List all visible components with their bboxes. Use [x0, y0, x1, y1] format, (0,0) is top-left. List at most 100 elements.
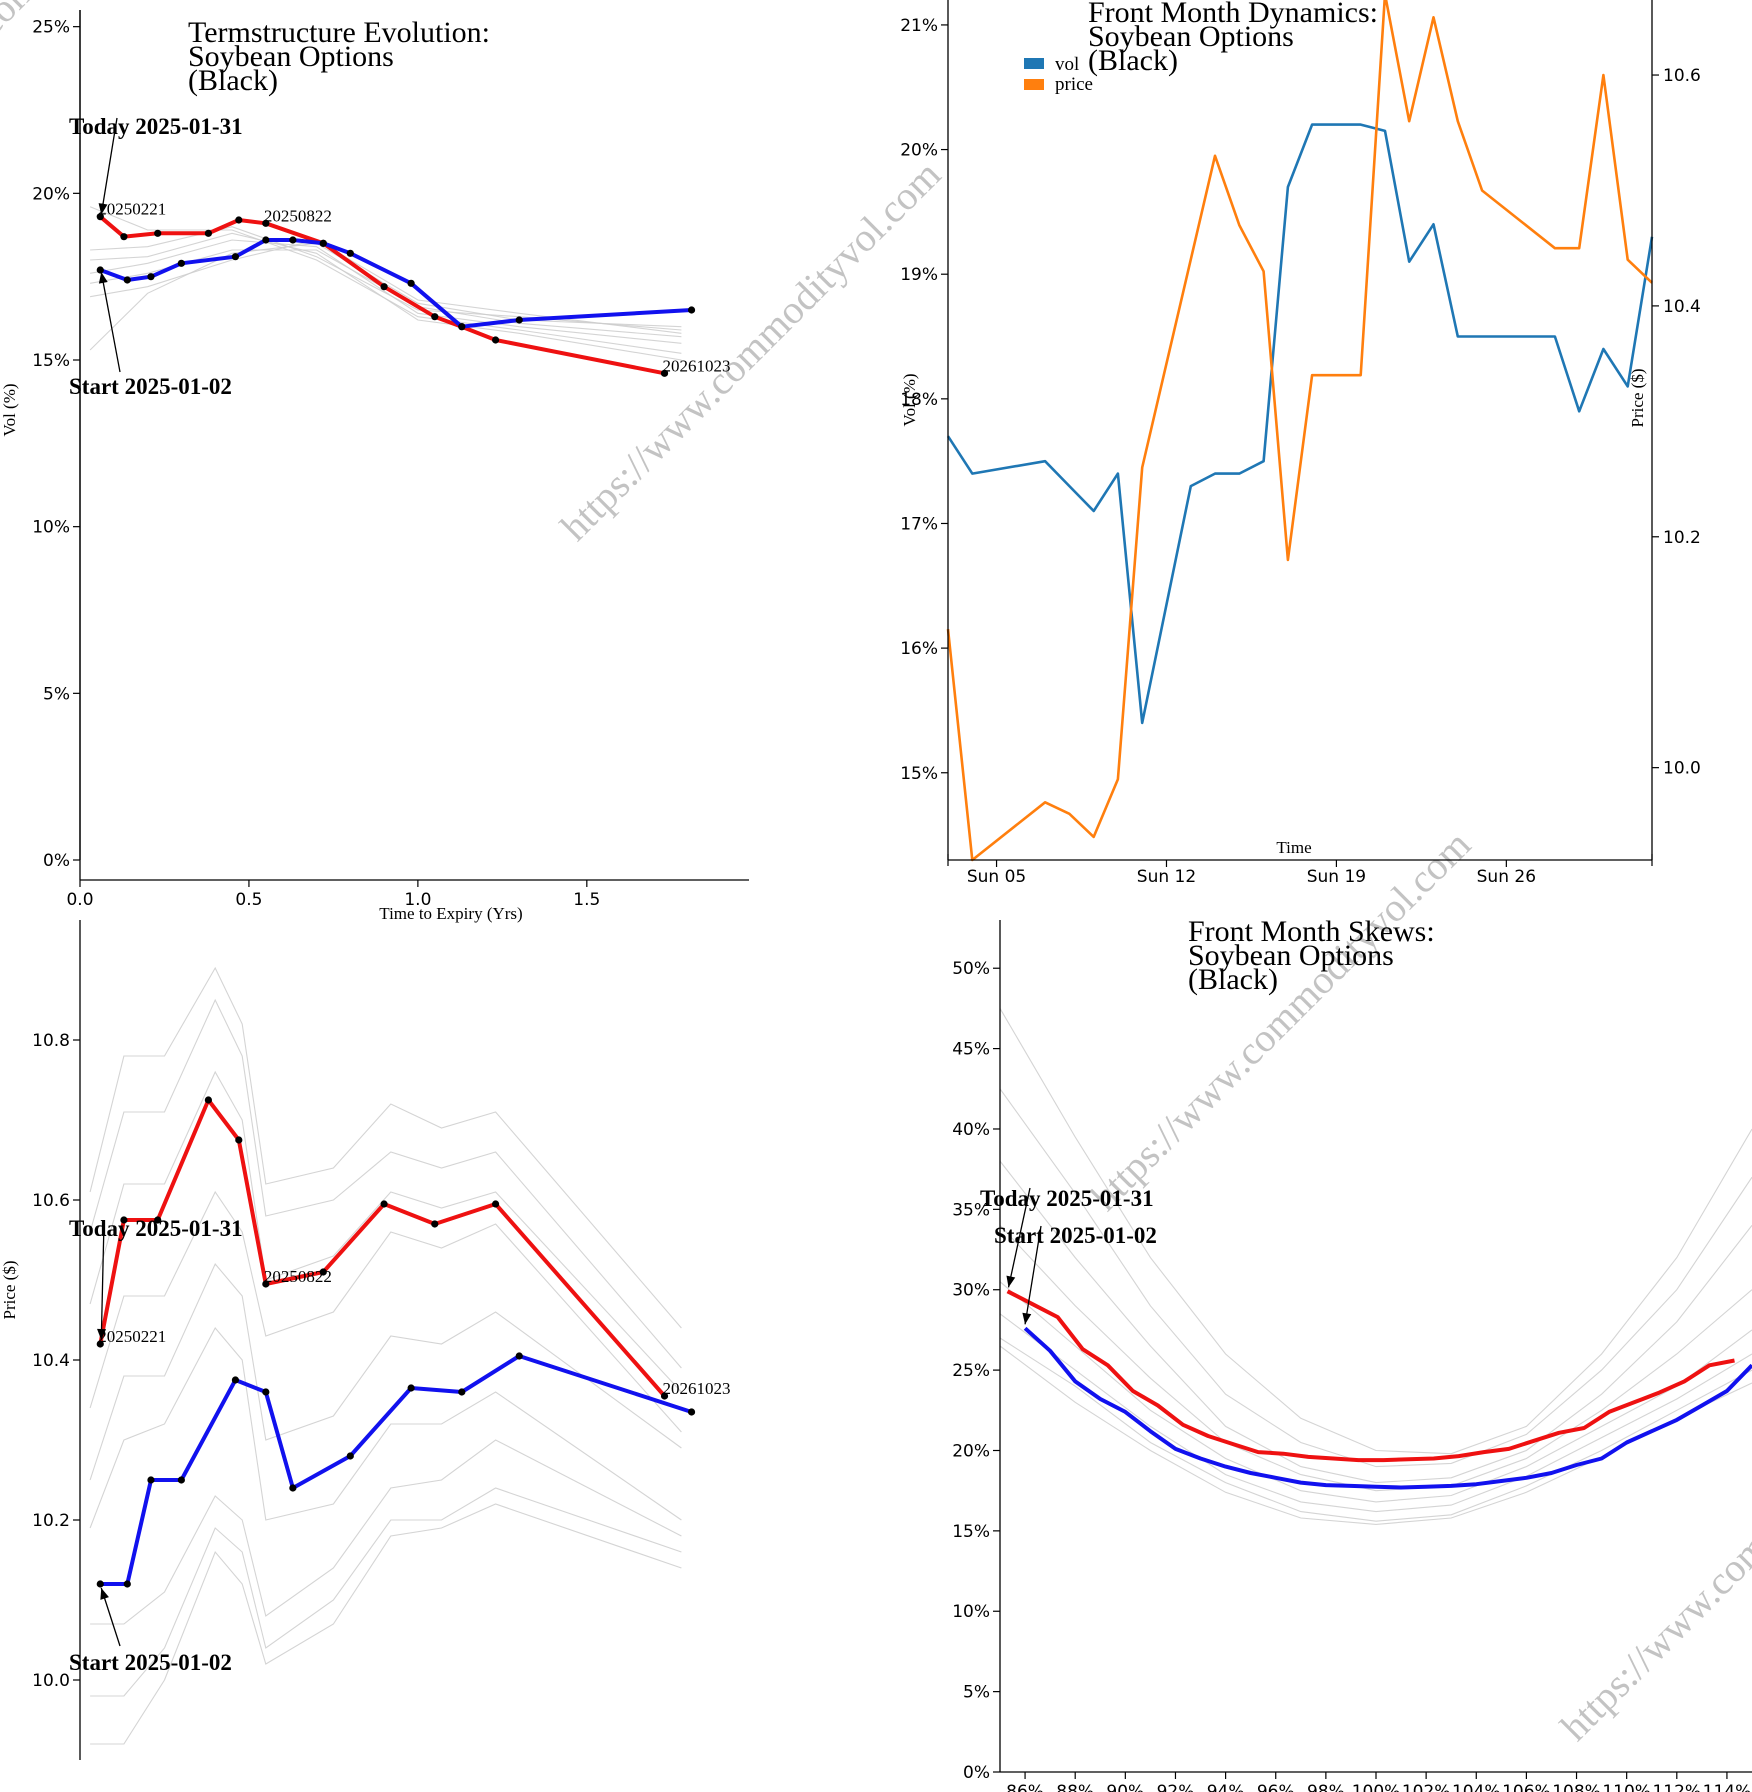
dynamics-y-tick-label-3: 17% [900, 514, 938, 534]
termstructure-start-point-8 [319, 239, 327, 247]
prices-start-arrow-head [100, 1588, 109, 1600]
prices-start-point-1 [96, 1580, 104, 1588]
termstructure-x-tick-label-1: 0.0 [66, 890, 93, 910]
prices-y-tick-label-2: 10.2 [32, 1511, 70, 1531]
prices-history-line-7 [90, 1439, 682, 1625]
skews-axes: 0% 5% 10% 15% 20% 25% 30% 35% 40% 45% 50% 86% 88% 90%… [952, 920, 1752, 1792]
prices-history-line-1 [89, 966, 682, 1329]
skews-panel: 0% 5% 10% 15% 20% 25% 30% 35% 40% 45% 50% 86% 88% 90%… [952, 915, 1752, 1792]
skews-title-line-3: (Black) [1188, 963, 1278, 996]
prices-start-point-12 [687, 1408, 696, 1416]
prices-today-point-10 [491, 1200, 500, 1208]
termstructure-start-point-7 [289, 236, 297, 244]
skews-y-tick-label-11: 50% [952, 959, 990, 979]
prices-history-line-9 [90, 1503, 682, 1745]
prices-contract-label-3: 20261023 [663, 1379, 731, 1398]
termstructure-start-point-1 [96, 266, 104, 274]
skews-history-lines [999, 1008, 1752, 1525]
termstructure-start-arrow-shaft [100, 271, 121, 373]
prices-today-arrow-head [97, 1328, 107, 1340]
prices-start-point-5 [231, 1376, 240, 1384]
termstructure-start-point-2 [123, 276, 131, 284]
termstructure-start-point-9 [346, 249, 354, 257]
termstructure-today-arrow-head [98, 203, 108, 215]
termstructure-y-tick-label-4: 15% [32, 351, 70, 371]
skews-title-line-2: Soybean Options [1188, 939, 1394, 972]
termstructure-start-line [99, 238, 692, 329]
skews-y-tick-label-9: 40% [952, 1120, 990, 1140]
legend-swatch-price [1024, 79, 1044, 90]
skews-today-arrow-shaft [1007, 1187, 1031, 1288]
dynamics-legend: vol price [1024, 54, 1093, 95]
termstructure-start-point-13 [687, 306, 696, 314]
prices-axes: 10.0 10.2 10.4 10.6 10.8 [32, 920, 81, 1760]
termstructure-today-point-12 [660, 369, 669, 377]
termstructure-start-arrow-head [98, 272, 108, 284]
skews-x-tick-label-12: 108% [1552, 1782, 1601, 1792]
termstructure-today-point-11 [491, 336, 500, 344]
prices-start-point-7 [289, 1484, 297, 1492]
prices-today-arrow-shaft [100, 1221, 105, 1341]
termstructure-start-point-10 [407, 279, 415, 287]
skews-y-tick-label-4: 15% [952, 1522, 990, 1542]
skews-history-line-6 [999, 1313, 1752, 1513]
termstructure-x-tick-label-2: 0.5 [235, 890, 262, 910]
termstructure-series [96, 213, 696, 377]
dynamics-ylabel-right: Price ($) [1628, 368, 1647, 427]
skews-x-tick-label-10: 104% [1452, 1782, 1501, 1792]
dynamics-ylabel: Vol (%) [900, 373, 919, 426]
prices-panel: 10.0 10.2 10.4 10.6 10.8 Price ($) Today 202… [0, 920, 731, 1760]
termstructure-contract-label-3: 20261023 [663, 356, 731, 375]
prices-today-point-7 [319, 1268, 327, 1276]
skews-x-tick-label-15: 114% [1703, 1782, 1752, 1792]
dynamics-right-tick-label-4: 10.6 [1663, 66, 1701, 86]
termstructure-x-tick-label-3: 1.0 [404, 890, 431, 910]
termstructure-panel: 0% 5% 10% 15% 20% 25% 0.0 0.5 1.0 1.5 Termstructu… [0, 10, 749, 923]
prices-today-point-5 [235, 1136, 243, 1144]
termstructure-x-tick-label-4: 1.5 [573, 890, 600, 910]
dynamics-title-line-1: Front Month Dynamics: [1088, 0, 1378, 29]
prices-ylabel: Price ($) [0, 1260, 19, 1319]
annotation-arrows [97, 117, 1042, 1647]
prices-start-point-11 [515, 1352, 523, 1360]
skews-y-tick-label-5: 20% [952, 1441, 990, 1461]
termstructure-today-point-2 [120, 233, 128, 241]
skews-x-tick-label-11: 106% [1502, 1782, 1551, 1792]
termstructure-today-point-8 [380, 283, 388, 291]
skews-x-tick-label-5: 94% [1207, 1782, 1245, 1792]
dynamics-series [946, 0, 1654, 862]
prices-today-point-1 [96, 1340, 104, 1348]
prices-history-line-8 [90, 1487, 682, 1697]
termstructure-today-point-3 [154, 229, 162, 237]
skews-history-line-1 [999, 1008, 1752, 1455]
termstructure-history-line-3 [90, 232, 682, 361]
dynamics-y-tick-label-2: 16% [900, 639, 938, 659]
skews-x-tick-label-9: 102% [1402, 1782, 1451, 1792]
termstructure-history-lines [89, 206, 682, 361]
skews-x-tick-label-6: 96% [1257, 1782, 1295, 1792]
termstructure-xlabel: Time to Expiry (Yrs) [379, 904, 522, 923]
prices-history-line-5 [89, 1262, 682, 1481]
watermark-text-1: https://www.commodityvol.com [552, 152, 950, 550]
dynamics-y-tick-label-4: 18% [900, 390, 938, 410]
skews-x-tick-label-14: 112% [1652, 1782, 1701, 1792]
dynamics-x-tick-label-1: Sun 05 [967, 867, 1026, 887]
termstructure-title-line-3: (Black) [188, 64, 278, 97]
termstructure-history-line-6 [89, 206, 682, 354]
skews-y-tick-label-7: 30% [952, 1281, 990, 1301]
prices-today-point-6 [262, 1280, 270, 1288]
termstructure-history-line-2 [90, 239, 682, 344]
dynamics-y-tick-label-6: 20% [900, 141, 938, 161]
skews-history-line-7 [999, 1337, 1752, 1522]
termstructure-today-point-9 [431, 313, 439, 321]
prices-history-line-4 [89, 1190, 682, 1433]
termstructure-y-tick-label-3: 10% [32, 518, 70, 538]
skews-title-line-1: Front Month Skews: [1188, 915, 1435, 948]
skews-x-tick-label-13: 110% [1602, 1782, 1651, 1792]
termstructure-axes: 0% 5% 10% 15% 20% 25% 0.0 0.5 1.0 1.5 [32, 10, 749, 910]
dynamics-right-tick-label-1: 10.0 [1663, 759, 1701, 779]
prices-today-point-2 [120, 1216, 128, 1224]
dynamics-y-tick-label-5: 19% [900, 265, 938, 285]
legend-label-price: price [1055, 74, 1093, 95]
skews-y-tick-label-2: 5% [963, 1683, 990, 1703]
